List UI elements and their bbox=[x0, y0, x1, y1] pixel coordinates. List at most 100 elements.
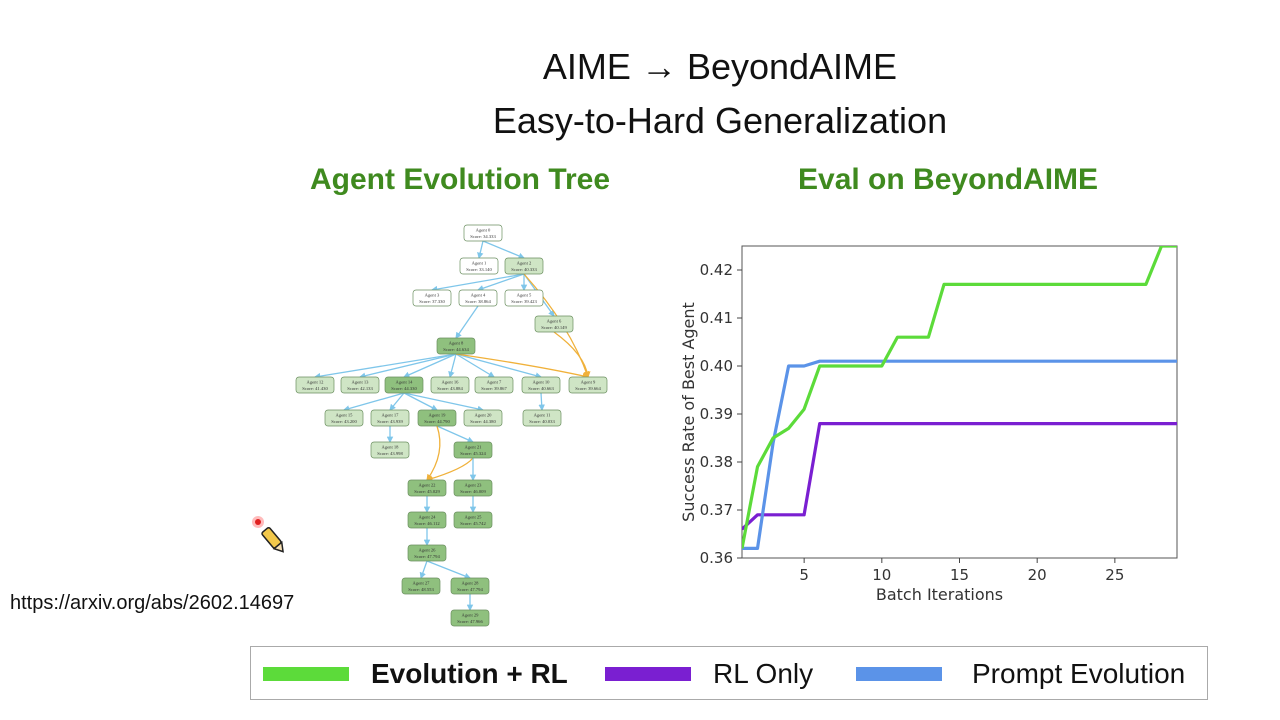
tree-node-label: Agent 17 bbox=[382, 413, 400, 418]
x-axis-label: Batch Iterations bbox=[876, 585, 1003, 604]
tree-node-label: Agent 4 bbox=[471, 293, 486, 298]
tree-node-label: Agent 3 bbox=[425, 293, 440, 298]
legend-label: RL Only bbox=[713, 658, 814, 689]
chart-title: Eval on BeyondAIME bbox=[798, 163, 1099, 196]
legend-item-prompt-evolution: Prompt Evolution bbox=[856, 647, 1185, 701]
tree-node-score: Score: 43.939 bbox=[377, 419, 403, 424]
tree-node-score: Score: 44.634 bbox=[443, 347, 469, 352]
y-tick-label: 0.41 bbox=[700, 309, 733, 327]
tree-edge bbox=[419, 560, 428, 580]
tree-node-score: Score: 43.200 bbox=[331, 419, 357, 424]
tree-edge bbox=[430, 273, 525, 293]
tree-node-label: Agent 27 bbox=[413, 581, 431, 586]
tree-node-score: Score: 46.009 bbox=[460, 489, 486, 494]
tree-node-label: Agent 10 bbox=[533, 380, 551, 385]
legend-label: Evolution + RL bbox=[371, 658, 568, 689]
tree-node-score: Score: 40.033 bbox=[529, 419, 555, 424]
x-tick-label: 25 bbox=[1105, 566, 1124, 584]
legend-swatch-prompt-evolution bbox=[856, 667, 942, 681]
tree-node-label: Agent 15 bbox=[336, 413, 354, 418]
tree-edge bbox=[389, 392, 405, 411]
x-tick-label: 10 bbox=[872, 566, 891, 584]
tree-node-score: Score: 47.794 bbox=[457, 587, 483, 592]
y-tick-label: 0.42 bbox=[700, 261, 733, 279]
tree-node-score: Score: 44.380 bbox=[470, 419, 496, 424]
tree-node-score: Score: 33.140 bbox=[466, 267, 492, 272]
tree-node-score: Score: 46.112 bbox=[414, 521, 440, 526]
tree-node-score: Score: 48.553 bbox=[408, 587, 434, 592]
tree-edge bbox=[538, 392, 545, 412]
tree-node-score: Score: 43.884 bbox=[437, 386, 463, 391]
tree-edge bbox=[342, 392, 405, 412]
tree-edge bbox=[448, 353, 457, 379]
tree-node-label: Agent 26 bbox=[419, 548, 437, 553]
y-tick-label: 0.36 bbox=[700, 549, 733, 567]
tree-node-label: Agent 7 bbox=[487, 380, 502, 385]
tree-node-score: Score: 34.333 bbox=[470, 234, 496, 239]
tree-node-score: Score: 41.430 bbox=[302, 386, 328, 391]
x-tick-label: 15 bbox=[950, 566, 969, 584]
tree-node-score: Score: 45.742 bbox=[460, 521, 486, 526]
tree-node-label: Agent 22 bbox=[419, 483, 437, 488]
tree-node-score: Score: 45.324 bbox=[460, 451, 486, 456]
tree-edge bbox=[313, 353, 457, 380]
chart-legend: Evolution + RL RL Only Prompt Evolution bbox=[250, 646, 1208, 700]
legend-swatch-evolution-rl bbox=[263, 667, 349, 681]
page-subtitle: Easy-to-Hard Generalization bbox=[492, 100, 948, 141]
tree-node-score: Score: 40.333 bbox=[511, 267, 537, 272]
tree-edge bbox=[403, 392, 438, 411]
series-line-evolution-rl bbox=[742, 246, 1177, 549]
legend-label: Prompt Evolution bbox=[972, 658, 1186, 689]
tree-node-score: Score: 38.864 bbox=[465, 299, 491, 304]
legend-item-evolution-rl: Evolution + RL bbox=[263, 647, 568, 701]
pencil-cursor-icon bbox=[252, 516, 284, 553]
tree-node-label: Agent 25 bbox=[465, 515, 483, 520]
tree-edges bbox=[313, 240, 591, 612]
y-axis-label: Success Rate of Best Agent bbox=[679, 302, 698, 522]
tree-node-score: Score: 37.330 bbox=[419, 299, 445, 304]
x-tick-label: 5 bbox=[799, 566, 809, 584]
legend-swatch-rl-only bbox=[605, 667, 691, 681]
y-tick-label: 0.40 bbox=[700, 357, 733, 375]
tree-node-score: Score: 39.664 bbox=[575, 386, 601, 391]
tree-edge bbox=[426, 425, 441, 481]
tree-node-score: Score: 40.663 bbox=[528, 386, 554, 391]
tree-node-label: Agent 8 bbox=[449, 341, 464, 346]
series-line-prompt-evolution bbox=[742, 359, 1177, 550]
tree-edge bbox=[403, 392, 485, 413]
page-title: AIME → BeyondAIME bbox=[542, 46, 898, 87]
tree-node-score: Score: 39.423 bbox=[511, 299, 537, 304]
tree-edge bbox=[426, 560, 472, 580]
tree-node-label: Agent 20 bbox=[475, 413, 493, 418]
tree-node-score: Score: 45.029 bbox=[414, 489, 440, 494]
tree-node-score: Score: 42.133 bbox=[347, 386, 373, 391]
tree-node-score: Score: 39.867 bbox=[481, 386, 507, 391]
legend-item-rl-only: RL Only bbox=[605, 647, 813, 701]
tree-title: Agent Evolution Tree bbox=[310, 163, 611, 196]
arxiv-url[interactable]: https://arxiv.org/abs/2602.14697 bbox=[10, 592, 295, 614]
tree-node-label: Agent 29 bbox=[462, 613, 480, 618]
tree-node-score: Score: 43.998 bbox=[377, 451, 403, 456]
tree-node-label: Agent 9 bbox=[581, 380, 596, 385]
